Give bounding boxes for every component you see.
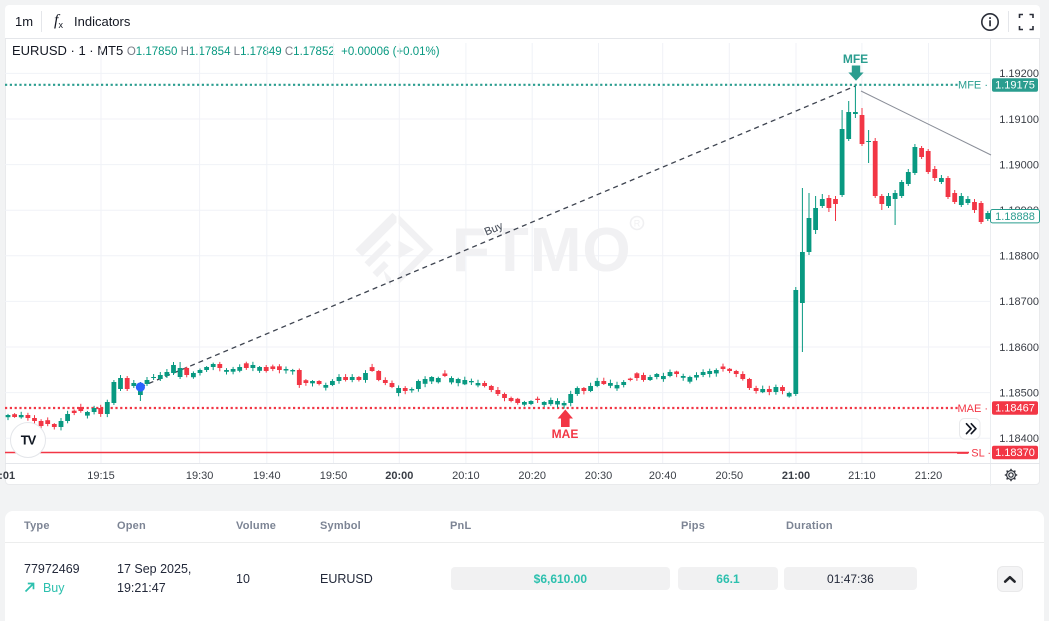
svg-text:1.18467: 1.18467 <box>995 403 1035 415</box>
svg-text:21:20: 21:20 <box>915 470 943 482</box>
svg-text:21:00: 21:00 <box>782 470 810 482</box>
svg-text:19:50: 19:50 <box>320 470 348 482</box>
svg-text:1.18400: 1.18400 <box>999 433 1039 445</box>
svg-text:MFE: MFE <box>843 52 868 66</box>
svg-text:20:30: 20:30 <box>585 470 613 482</box>
svg-text:MAE: MAE <box>552 427 579 441</box>
svg-text:19:30: 19:30 <box>186 470 214 482</box>
svg-text:1.19175: 1.19175 <box>995 80 1035 92</box>
svg-text:20:50: 20:50 <box>716 470 744 482</box>
svg-text:R: R <box>634 219 641 229</box>
svg-text:TV: TV <box>21 433 37 448</box>
svg-text:MFE ·: MFE · <box>958 80 988 92</box>
svg-text:1.18500: 1.18500 <box>999 387 1039 399</box>
svg-text:— SL ·: — SL · <box>957 447 991 459</box>
svg-text:1.19100: 1.19100 <box>999 114 1039 126</box>
svg-text:19:40: 19:40 <box>253 470 281 482</box>
svg-text:FTMO: FTMO <box>452 216 632 285</box>
svg-text:20:00: 20:00 <box>385 470 413 482</box>
svg-text:1.18700: 1.18700 <box>999 296 1039 308</box>
svg-text:MAE ·: MAE · <box>957 403 988 415</box>
svg-text:1.19000: 1.19000 <box>999 159 1039 171</box>
svg-text:19:15: 19:15 <box>87 470 115 482</box>
svg-text:1.18600: 1.18600 <box>999 342 1039 354</box>
svg-text:21:10: 21:10 <box>848 470 876 482</box>
svg-text:1.18370: 1.18370 <box>995 447 1035 459</box>
svg-text:20:20: 20:20 <box>518 470 546 482</box>
svg-text:1.18888: 1.18888 <box>995 211 1035 223</box>
svg-text:19:01: 19:01 <box>0 470 15 482</box>
svg-text:1.19200: 1.19200 <box>999 68 1039 80</box>
svg-text:20:40: 20:40 <box>649 470 677 482</box>
svg-text:20:10: 20:10 <box>452 470 480 482</box>
svg-text:1.18800: 1.18800 <box>999 251 1039 263</box>
